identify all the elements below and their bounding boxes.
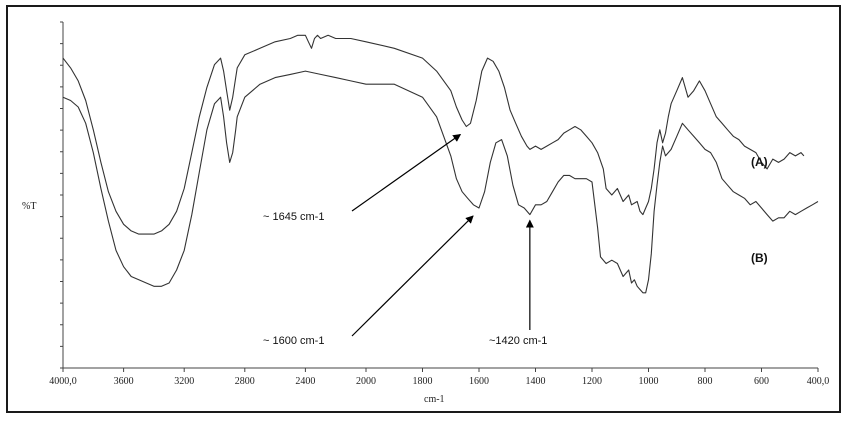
x-tick-label: 2000 [356, 376, 376, 387]
chart-frame [6, 5, 841, 413]
x-tick-label: 800 [698, 376, 713, 387]
x-tick-label: 1200 [582, 376, 602, 387]
series-label-b: (B) [751, 251, 768, 265]
annotation-label: ~ 1600 cm-1 [263, 335, 324, 347]
x-tick-label: 4000,0 [49, 376, 77, 387]
x-axis-label: cm-1 [424, 394, 445, 405]
annotation-label: ~1420 cm-1 [489, 335, 547, 347]
x-tick-label: 2800 [235, 376, 255, 387]
axes-group: 4000,0 3600 3200 2800 2400 2000 1800 1600 1400 12… [49, 21, 830, 387]
x-tick-label: 600 [754, 376, 769, 387]
x-tick-label: 1600 [469, 376, 489, 387]
series-group [62, 34, 819, 294]
series-line-b [62, 70, 819, 294]
x-tick-label: 1400 [526, 376, 546, 387]
x-tick-label: 1800 [413, 376, 433, 387]
x-tick-label: 2400 [295, 376, 315, 387]
x-tick-label: 3200 [174, 376, 194, 387]
annotation-arrow [351, 133, 462, 212]
x-tick-label: 3600 [114, 376, 134, 387]
x-tick-label: 1000 [639, 376, 659, 387]
annotation-label: ~ 1645 cm-1 [263, 211, 324, 223]
series-label-a: (A) [751, 155, 768, 169]
annotation-arrow [351, 215, 474, 337]
annotations-group: ~ 1645 cm-1 ~ 1600 cm-1 ~1420 cm-1 [263, 133, 547, 347]
series-line-a [62, 34, 805, 235]
x-tick-label: 400,0 [807, 376, 830, 387]
y-axis-label: %T [22, 201, 36, 212]
